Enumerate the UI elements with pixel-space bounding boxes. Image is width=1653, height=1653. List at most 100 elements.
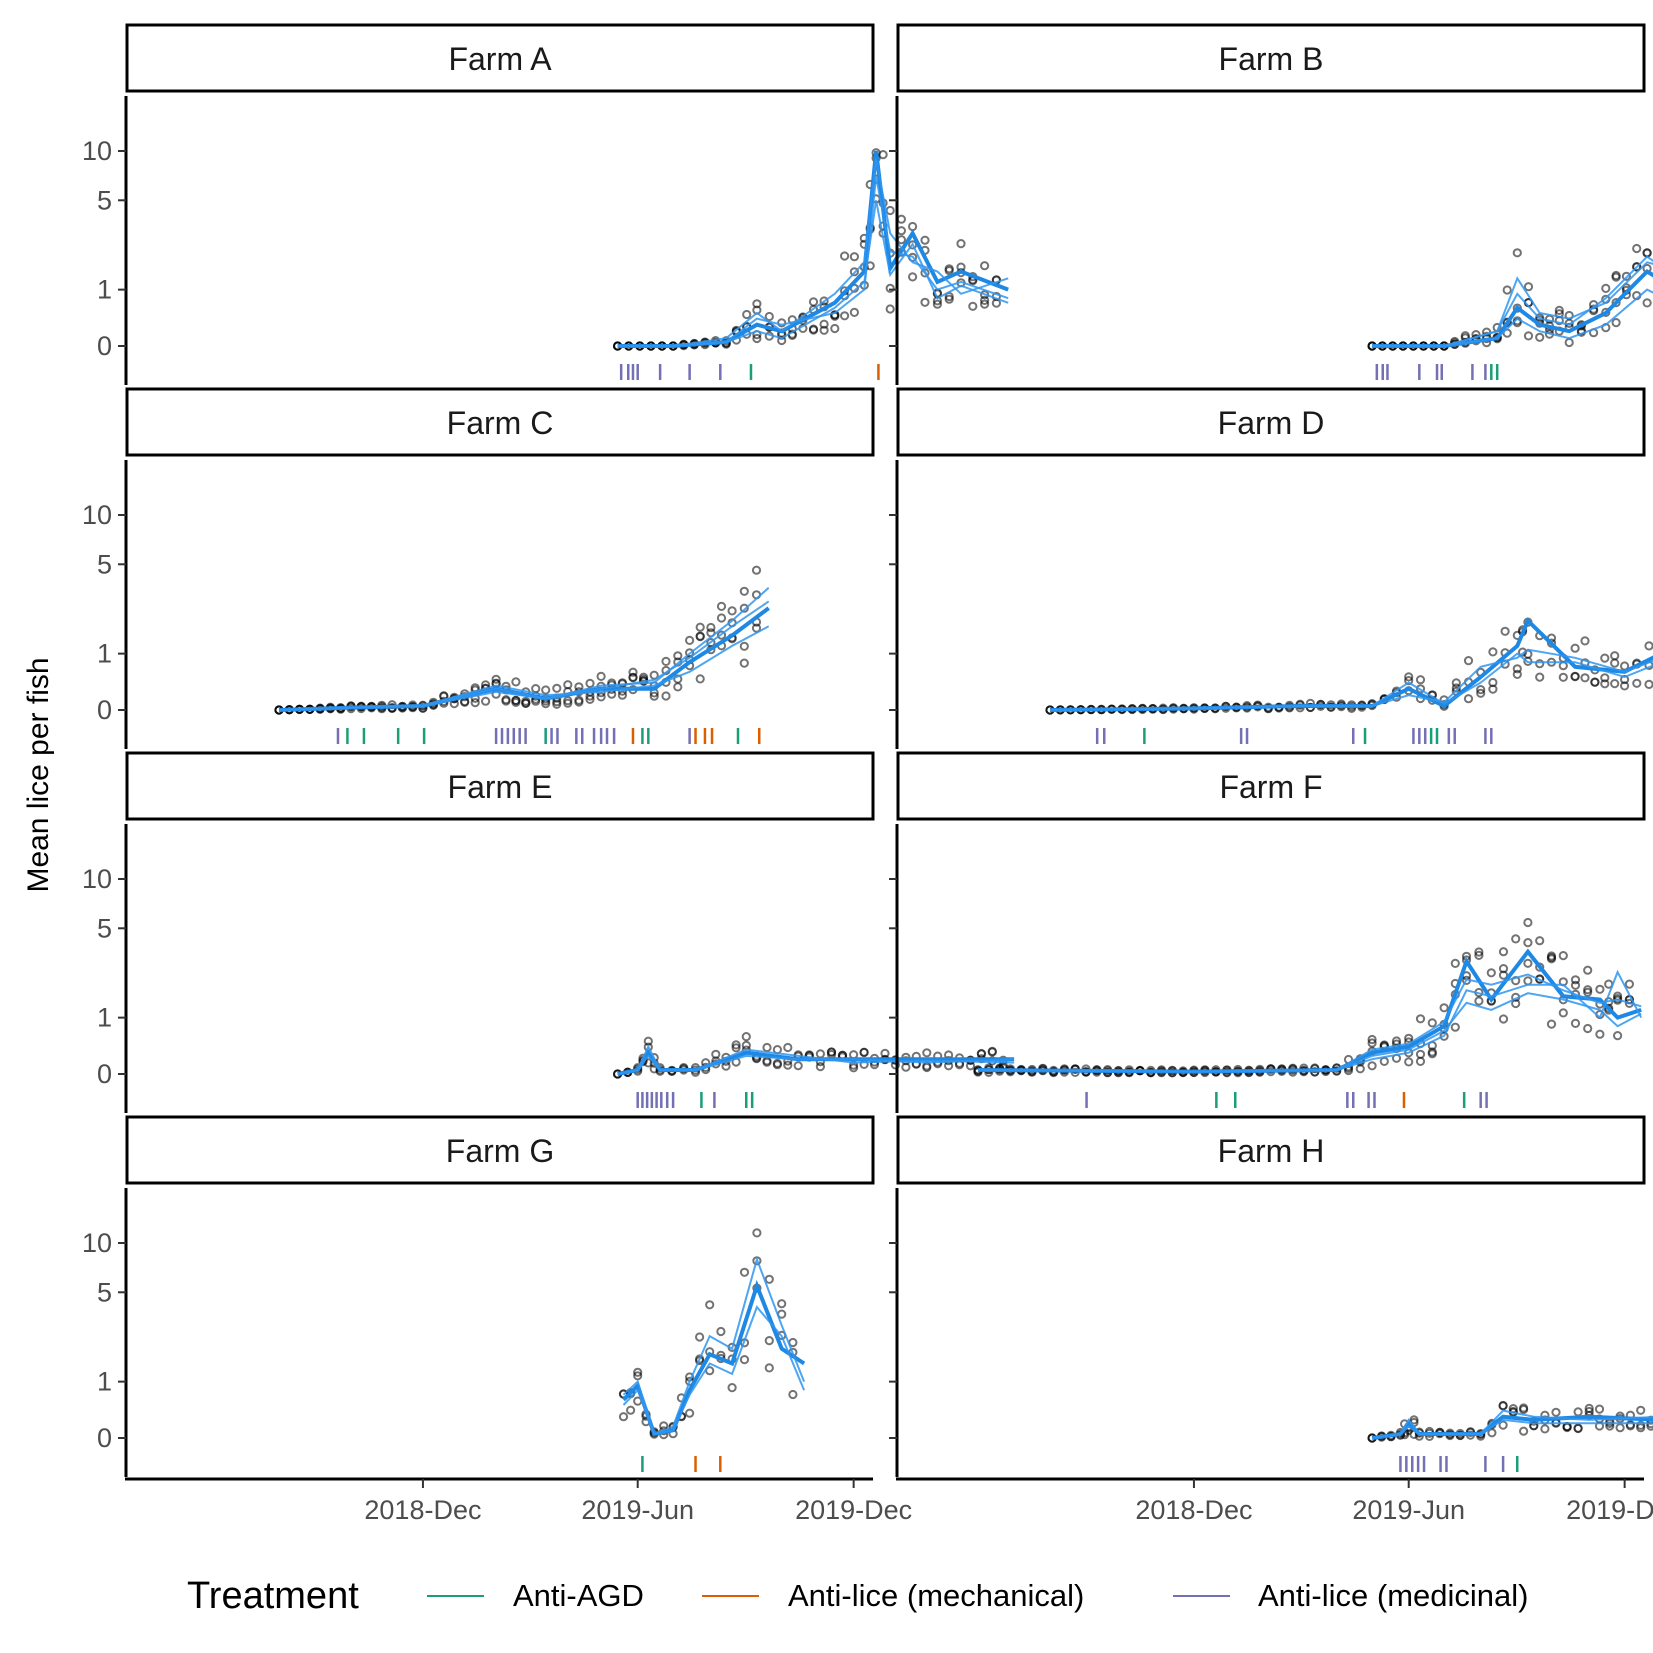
observation-point	[1502, 285, 1512, 295]
y-tick-label: 1	[97, 1367, 112, 1397]
observation-point	[1498, 947, 1509, 957]
x-tick-label: 2019-Jun	[1352, 1495, 1465, 1525]
panel-title: Farm F	[1219, 769, 1322, 805]
observation-point	[1590, 677, 1600, 687]
observation-point	[1615, 1423, 1625, 1433]
observation-point	[1613, 994, 1623, 1004]
observation-point	[849, 307, 860, 317]
series-line	[617, 200, 1009, 347]
y-axis-title: Mean lice per fish	[22, 657, 55, 892]
observation-point	[980, 261, 990, 271]
observation-point	[849, 1063, 859, 1073]
observation-point	[1523, 331, 1534, 341]
observation-point	[885, 205, 895, 216]
observation-point	[521, 698, 531, 708]
observation-point	[716, 630, 727, 640]
observation-point	[777, 1299, 787, 1309]
observation-point	[1610, 658, 1620, 668]
series-line	[977, 969, 1643, 1073]
x-tick-label: 2018-Dec	[1135, 1495, 1252, 1525]
observation-point	[1540, 1424, 1550, 1434]
observation-point	[819, 325, 829, 335]
observation-point	[859, 1047, 869, 1057]
panel-strip	[896, 387, 1646, 457]
observation-point	[751, 565, 762, 575]
observation-point	[920, 235, 930, 245]
observation-point	[695, 674, 705, 684]
observation-point	[908, 272, 918, 282]
observation-point	[1546, 638, 1557, 648]
observation-point	[1523, 938, 1533, 948]
observation-point	[1610, 679, 1620, 689]
observation-point	[470, 698, 480, 708]
observation-point	[896, 226, 907, 236]
observation-point	[1535, 313, 1545, 323]
observation-point	[661, 656, 671, 667]
observation-point	[563, 698, 573, 708]
observation-point	[808, 297, 819, 307]
observation-point	[1474, 947, 1484, 957]
observation-point	[1415, 675, 1426, 685]
series-line	[622, 1279, 806, 1437]
series-line	[1049, 652, 1653, 711]
observation-point	[808, 324, 819, 334]
observation-point	[901, 1062, 911, 1072]
observation-point	[1488, 647, 1498, 657]
observation-point	[777, 335, 787, 346]
y-tick-label: 0	[97, 1423, 112, 1453]
observation-point	[885, 283, 895, 293]
observation-point	[878, 150, 888, 160]
observation-point	[908, 221, 918, 232]
observation-point	[716, 613, 727, 623]
panel-strip	[896, 23, 1646, 93]
observation-point	[826, 1047, 837, 1057]
observation-point	[987, 1047, 997, 1057]
observation-point	[596, 692, 606, 702]
observation-point	[922, 1048, 932, 1058]
legend-label-anti-lice-medicinal: Anti-lice (medicinal)	[1258, 1578, 1528, 1613]
observation-point	[1600, 653, 1610, 663]
observation-point	[1500, 626, 1510, 636]
series-line	[977, 948, 1642, 1074]
observation-point	[908, 240, 918, 250]
panel-title: Farm B	[1219, 41, 1324, 77]
observation-point	[783, 1042, 793, 1053]
panel-title: Farm G	[446, 1133, 554, 1169]
observation-point	[815, 1049, 826, 1059]
observation-point	[1546, 1019, 1557, 1029]
observation-point	[1367, 1061, 1377, 1071]
observation-point	[793, 1061, 803, 1071]
observation-point	[685, 1408, 695, 1418]
observation-point	[705, 1300, 715, 1310]
observation-point	[752, 333, 762, 344]
observation-point	[1427, 1018, 1437, 1028]
observation-point	[1415, 1049, 1426, 1059]
observation-point	[1644, 679, 1653, 689]
observation-point	[1511, 998, 1521, 1009]
observation-point	[731, 1040, 741, 1050]
x-tick-label: 2019-Dec	[1566, 1495, 1653, 1525]
observation-point	[716, 601, 727, 612]
observation-point	[617, 690, 628, 700]
x-tick-label: 2018-Dec	[364, 1495, 481, 1525]
observation-point	[1558, 672, 1568, 682]
observation-point	[695, 631, 705, 641]
observation-point	[1621, 271, 1632, 281]
observation-point	[1471, 330, 1481, 340]
observation-point	[742, 309, 752, 320]
observation-point	[1476, 688, 1486, 698]
y-tick-label: 0	[97, 1059, 112, 1089]
observation-point	[956, 239, 966, 249]
observation-point	[1529, 1421, 1539, 1431]
observation-point	[1551, 1407, 1561, 1417]
observation-point	[1535, 332, 1545, 342]
observation-point	[1498, 1420, 1508, 1430]
panel-strip	[125, 23, 875, 93]
observation-point	[1601, 307, 1611, 317]
legend: Treatment Anti-AGD Anti-lice (mechanical…	[187, 1575, 1528, 1617]
observation-point	[706, 638, 716, 648]
series-line	[622, 1256, 806, 1436]
observation-point	[552, 683, 562, 693]
observation-point	[1404, 672, 1414, 682]
